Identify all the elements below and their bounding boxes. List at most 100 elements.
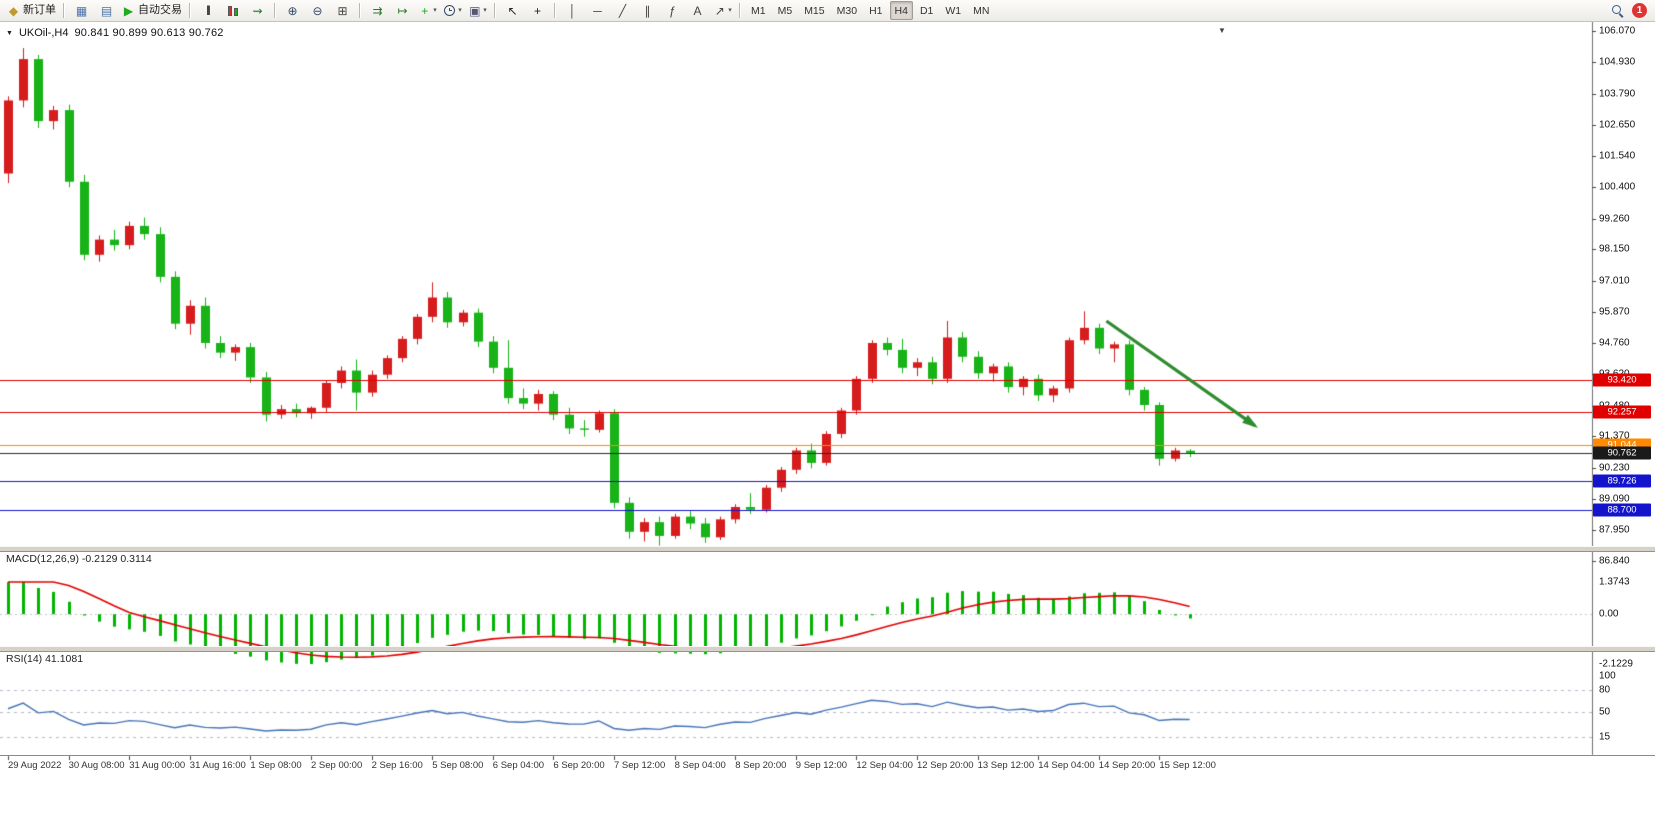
chart-shift-button[interactable]: ↦ xyxy=(390,0,415,21)
price-axis[interactable]: 106.070 104.930 103.790 102.650 101.540 100.4… xyxy=(1592,22,1655,755)
price-axis-label: 90.230 xyxy=(1599,462,1630,474)
auto-trading-icon: ▶ xyxy=(123,3,134,18)
crosshair-icon: + xyxy=(533,3,541,18)
price-level-box-93.420: 93.420 xyxy=(1593,373,1651,387)
time-axis-label: 29 Aug 2022 xyxy=(8,760,62,771)
auto-trading-button-label: 自动交易 xyxy=(138,4,182,16)
price-axis-label: 101.540 xyxy=(1599,150,1636,162)
text-icon: A xyxy=(693,3,702,18)
toolbar-separator xyxy=(494,3,496,18)
time-axis-label: 31 Aug 16:00 xyxy=(189,760,246,771)
fibonacci-icon: ƒ xyxy=(669,3,676,18)
timeframe-H4[interactable]: H4 xyxy=(889,1,913,20)
timeframe-MN[interactable]: MN xyxy=(973,4,990,17)
price-axis-label: 89.090 xyxy=(1599,493,1630,505)
current-price-box: 90.762 xyxy=(1593,446,1651,460)
timeframe-W1[interactable]: W1 xyxy=(945,4,962,17)
main-toolbar: ◆ 新订单 ▦ ▤ ▶ 自动交易 ||| ⇝ ⊕ ⊖ ⊞ ⇉ ↦ + ▾ ▾ ▣ ▾ ↖ + │ ─ ╱ ∥ ƒ A ↗ ▾ M1 M5 M… xyxy=(0,0,1655,22)
time-axis-label: 13 Sep 12:00 xyxy=(977,760,1035,771)
auto-trading-button[interactable]: ▶ 自动交易 xyxy=(119,0,185,21)
dropdown-caret-icon: ▾ xyxy=(433,7,437,14)
price-axis-label: 100.400 xyxy=(1599,181,1636,193)
bar-chart-icon: ||| xyxy=(206,4,210,16)
zoom-out-icon: ⊖ xyxy=(312,3,323,18)
zoom-in-button[interactable]: ⊕ xyxy=(280,0,305,21)
time-axis-label: 14 Sep 04:00 xyxy=(1038,760,1095,771)
new-order-button[interactable]: ◆ 新订单 xyxy=(4,0,59,21)
timeframe-M5[interactable]: M5 xyxy=(777,4,793,17)
panel-divider-rsi[interactable] xyxy=(0,646,1655,652)
trendline-icon: ╱ xyxy=(618,3,627,18)
crosshair-button[interactable]: + xyxy=(525,0,550,21)
toolbar-separator xyxy=(554,3,556,18)
cursor-icon: ↖ xyxy=(507,3,518,18)
price-axis-label: 103.790 xyxy=(1599,88,1636,100)
periods-button[interactable]: ▾ xyxy=(440,0,465,21)
search-icon[interactable] xyxy=(1612,4,1624,17)
timeframe-D1[interactable]: D1 xyxy=(919,4,934,17)
timeframe-H1[interactable]: H1 xyxy=(869,4,883,17)
macd-axis-label: 0.00 xyxy=(1599,608,1619,620)
tile-windows-icon: ⊞ xyxy=(337,3,348,18)
time-axis-label: 5 Sep 08:00 xyxy=(432,760,484,771)
add-indicator-button[interactable]: + ▾ xyxy=(415,0,440,21)
time-axis-label: 14 Sep 20:00 xyxy=(1098,760,1156,771)
time-axis-label: 15 Sep 12:00 xyxy=(1159,760,1216,771)
time-axis-label: 31 Aug 00:00 xyxy=(129,760,186,771)
time-axis-label: 8 Sep 20:00 xyxy=(735,760,787,771)
chevron-down-icon[interactable]: ▼ xyxy=(6,29,13,37)
add-indicator-icon: + xyxy=(421,3,429,18)
price-axis-label: 95.870 xyxy=(1599,306,1630,318)
time-axis-label: 30 Aug 08:00 xyxy=(68,760,125,771)
chart-window: ▼ UKOil-,H4 90.841 90.899 90.613 90.762 … xyxy=(0,22,1655,821)
channel-button[interactable]: ∥ xyxy=(635,0,660,21)
chart-shift-icon: ↦ xyxy=(397,3,408,18)
arrow-tool-icon: ↗ xyxy=(714,3,725,18)
new-order-button-label: 新订单 xyxy=(23,4,56,16)
line-chart-type-button[interactable]: ⇝ xyxy=(245,0,270,21)
chart-canvas[interactable] xyxy=(0,22,1655,777)
price-level-box-89.726: 89.726 xyxy=(1593,474,1651,488)
toolbar-right: 1 xyxy=(1612,3,1651,18)
macd-axis-label: -2.1229 xyxy=(1599,658,1633,670)
auto-scroll-icon: ⇉ xyxy=(372,3,383,18)
price-axis-label: 94.760 xyxy=(1599,337,1630,349)
templates-button[interactable]: ▣ ▾ xyxy=(465,0,490,21)
time-axis-label: 6 Sep 20:00 xyxy=(553,760,605,771)
toolbar-separator xyxy=(63,3,65,18)
time-axis[interactable]: 29 Aug 2022 30 Aug 08:00 31 Aug 00:00 31 Au… xyxy=(0,755,1655,775)
symbol-overlay: ▼ UKOil-,H4 90.841 90.899 90.613 90.762 xyxy=(6,27,224,39)
chart-shift-marker-icon[interactable]: ▼ xyxy=(1218,26,1226,35)
candlestick-type-button[interactable] xyxy=(220,0,245,21)
timeframe-M15[interactable]: M15 xyxy=(804,4,825,17)
rsi-axis-label: 15 xyxy=(1599,731,1611,743)
text-button[interactable]: A xyxy=(685,0,710,21)
cursor-button[interactable]: ↖ xyxy=(500,0,525,21)
arrows-tool-button[interactable]: ↗ ▾ xyxy=(710,0,735,21)
price-axis-label: 106.070 xyxy=(1599,25,1636,37)
horizontal-line-icon: ─ xyxy=(593,3,602,18)
zoom-in-icon: ⊕ xyxy=(287,3,298,18)
dropdown-caret-icon: ▾ xyxy=(728,7,732,14)
timeframe-M30[interactable]: M30 xyxy=(836,4,858,17)
price-axis-label: 99.260 xyxy=(1599,213,1630,225)
fibonacci-button[interactable]: ƒ xyxy=(660,0,685,21)
price-axis-label: 102.650 xyxy=(1599,119,1636,131)
vertical-line-button[interactable]: │ xyxy=(560,0,585,21)
zoom-out-button[interactable]: ⊖ xyxy=(305,0,330,21)
toolbar-separator xyxy=(274,3,276,18)
time-axis-label: 2 Sep 00:00 xyxy=(311,760,363,771)
dropdown-caret-icon: ▾ xyxy=(483,7,487,14)
horizontal-line-button[interactable]: ─ xyxy=(585,0,610,21)
trendline-button[interactable]: ╱ xyxy=(610,0,635,21)
market-watch-button[interactable]: ▦ xyxy=(69,0,94,21)
price-axis-label: 104.930 xyxy=(1599,56,1636,68)
notification-badge[interactable]: 1 xyxy=(1632,3,1647,18)
bar-chart-type-button[interactable]: ||| xyxy=(195,0,220,21)
tile-windows-button[interactable]: ⊞ xyxy=(330,0,355,21)
toolbar-separator xyxy=(739,3,741,18)
data-window-button[interactable]: ▤ xyxy=(94,0,119,21)
panel-divider-macd[interactable] xyxy=(0,546,1655,552)
timeframe-M1[interactable]: M1 xyxy=(751,4,766,17)
auto-scroll-button[interactable]: ⇉ xyxy=(365,0,390,21)
